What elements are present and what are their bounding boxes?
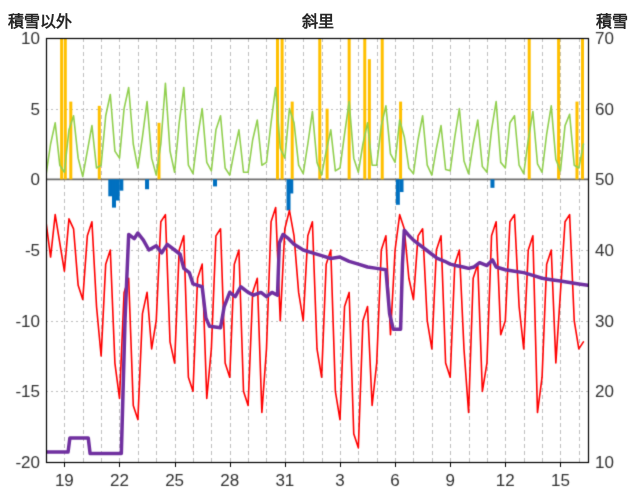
chart-title: 斜里 bbox=[301, 14, 334, 31]
right-axis-title: 積雪 bbox=[595, 14, 628, 31]
left-axis-title: 積雪以外 bbox=[8, 14, 73, 31]
